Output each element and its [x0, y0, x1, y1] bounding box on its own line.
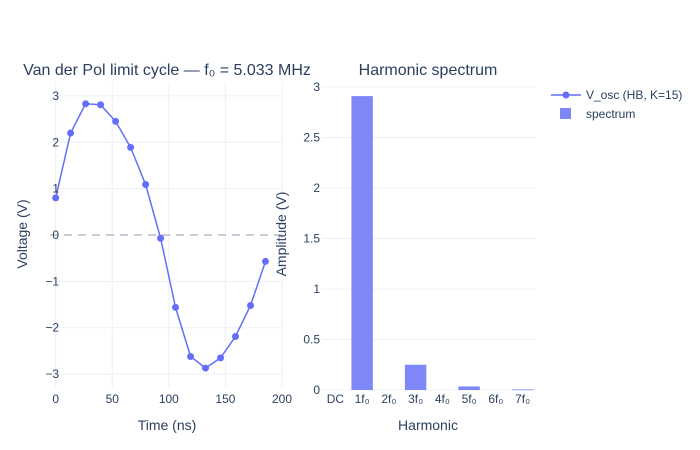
- spectrum-x-axis-title: Harmonic: [398, 417, 458, 433]
- voltage-y-tick-label: 1: [52, 182, 59, 196]
- voltage-x-tick-label: 0: [52, 392, 59, 406]
- voltage-x-tick-labels: 0 50 100 150 200: [52, 392, 292, 406]
- voltage-x-axis-title: Time (ns): [138, 417, 197, 433]
- voltage-data-point: [157, 234, 165, 242]
- spectrum-x-tick-labels: DC 1f₀ 2f₀ 3f₀ 4f₀ 5f₀ 6f₀ 7f₀: [327, 392, 530, 406]
- voltage-y-tick-label: 0: [52, 228, 59, 242]
- voltage-y-tick-label: 3: [52, 89, 59, 103]
- spectrum-x-tick-label: 2f₀: [381, 392, 396, 406]
- spectrum-y-tick-label: 0.5: [303, 333, 320, 347]
- voltage-series-points: [52, 100, 269, 372]
- voltage-y-axis-title: Voltage (V): [14, 199, 30, 268]
- spectrum-y-tick-label: 1: [313, 282, 320, 296]
- voltage-y-tick-label: −3: [45, 367, 59, 381]
- voltage-data-point: [67, 129, 75, 137]
- voltage-data-point: [52, 194, 60, 202]
- legend[interactable]: V_osc (HB, K=15) spectrum: [551, 88, 682, 121]
- spectrum-y-tick-label: 0: [313, 383, 320, 397]
- legend-marker-swatch: [562, 91, 570, 99]
- legend-bar-swatch: [560, 108, 571, 119]
- legend-item-spectrum[interactable]: spectrum: [560, 107, 635, 121]
- voltage-data-point: [231, 333, 239, 341]
- voltage-data-point: [82, 100, 90, 108]
- voltage-plot-title: Van der Pol limit cycle — f₀ = 5.033 MHz: [23, 62, 311, 79]
- voltage-data-point: [217, 354, 225, 362]
- spectrum-bar: [404, 364, 427, 390]
- spectrum-x-tick-label: 5f₀: [462, 392, 477, 406]
- voltage-x-tick-label: 50: [106, 392, 120, 406]
- voltage-x-tick-label: 150: [215, 392, 235, 406]
- voltage-y-tick-labels: −3 −2 −1 0 1 2 3: [45, 89, 59, 381]
- voltage-y-tick-label: −1: [45, 274, 59, 288]
- spectrum-bar: [458, 386, 480, 390]
- voltage-y-tick-label: −2: [45, 321, 59, 335]
- voltage-data-point: [187, 352, 195, 360]
- legend-label-spectrum: spectrum: [586, 107, 635, 121]
- spectrum-x-tick-label: 1f₀: [355, 392, 370, 406]
- spectrum-plot-title: Harmonic spectrum: [359, 62, 498, 79]
- spectrum-y-tick-label: 3: [313, 80, 320, 94]
- legend-item-voltage[interactable]: V_osc (HB, K=15): [551, 88, 682, 102]
- spectrum-y-tick-label: 2: [313, 181, 320, 195]
- spectrum-y-tick-label: 1.5: [303, 232, 320, 246]
- voltage-x-tick-label: 100: [159, 392, 179, 406]
- voltage-data-point: [112, 117, 120, 125]
- spectrum-y-axis-title: Amplitude (V): [273, 192, 289, 277]
- legend-label-voltage: V_osc (HB, K=15): [586, 88, 682, 102]
- spectrum-x-tick-label: 3f₀: [408, 392, 423, 406]
- spectrum-bar: [511, 389, 534, 391]
- voltage-x-tick-label: 200: [272, 392, 292, 406]
- spectrum-x-tick-label: DC: [327, 392, 345, 406]
- voltage-data-point: [142, 180, 150, 188]
- spectrum-x-tick-label: 4f₀: [435, 392, 450, 406]
- voltage-y-tick-label: 2: [52, 135, 59, 149]
- voltage-data-point: [247, 301, 255, 309]
- spectrum-x-tick-label: 6f₀: [488, 392, 503, 406]
- voltage-data-point: [97, 101, 105, 109]
- spectrum-y-tick-labels: 0 0.5 1 1.5 2 2.5 3: [303, 80, 320, 397]
- spectrum-bar: [351, 96, 373, 390]
- voltage-data-point: [201, 364, 209, 372]
- voltage-data-point: [127, 143, 135, 151]
- spectrum-bars: [351, 96, 534, 391]
- voltage-data-point: [172, 303, 180, 311]
- spectrum-y-tick-label: 2.5: [303, 131, 320, 145]
- voltage-plot: 0 50 100 150 200 −3 −2 −1 0 1 2 3 Van der Pol limi…: [14, 62, 311, 433]
- voltage-data-point: [261, 257, 269, 265]
- spectrum-plot: DC 1f₀ 2f₀ 3f₀ 4f₀ 5f₀ 6f₀ 7f₀ 0 0.5 1 1.5 2 2.5 3 Ha…: [273, 62, 536, 433]
- spectrum-x-tick-label: 7f₀: [515, 392, 530, 406]
